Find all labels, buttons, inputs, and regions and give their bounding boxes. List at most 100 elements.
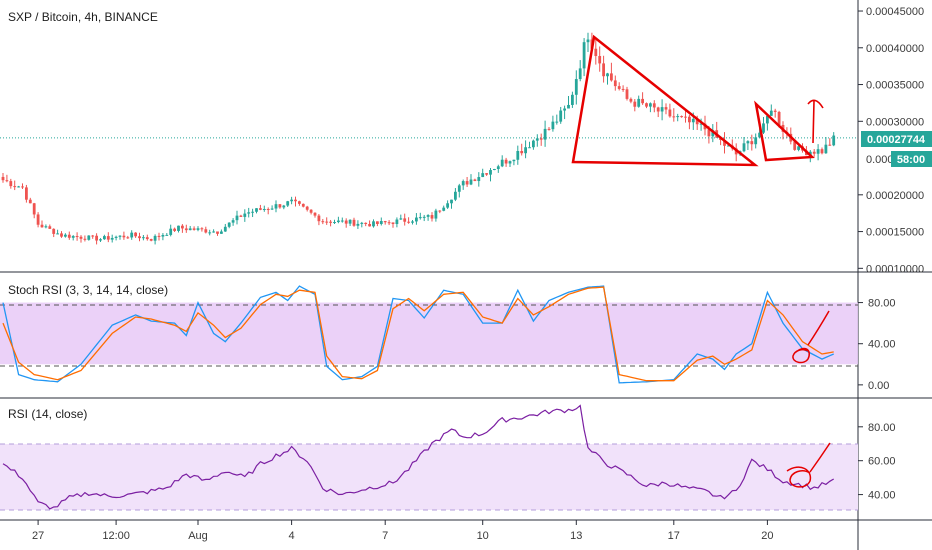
arrow-drawing-stoch[interactable] bbox=[807, 310, 830, 346]
candle-body bbox=[231, 220, 235, 223]
candle-body bbox=[758, 132, 761, 138]
candle-body bbox=[598, 56, 602, 64]
candle-body bbox=[64, 234, 67, 237]
candle-body bbox=[110, 237, 114, 240]
candle-body bbox=[617, 86, 621, 89]
triangle-drawing-2[interactable] bbox=[754, 100, 815, 162]
candle-body bbox=[188, 228, 192, 231]
candle-body bbox=[621, 88, 625, 90]
candle-body bbox=[594, 48, 598, 57]
candle-body bbox=[145, 237, 149, 240]
price-axis-ticks: 0.00045000 0.00040000 0.00035000 0.00030000… bbox=[858, 6, 924, 275]
candle-body bbox=[754, 137, 758, 145]
candle-body bbox=[567, 104, 570, 109]
rsi-band bbox=[0, 444, 858, 510]
time-tick-label: 10 bbox=[477, 530, 489, 542]
candle-body bbox=[153, 235, 157, 241]
time-tick-label: 7 bbox=[382, 530, 388, 542]
time-tick-label: 4 bbox=[289, 530, 295, 542]
candle-body bbox=[387, 222, 391, 224]
candle-body bbox=[95, 235, 98, 241]
circle-drawing-rsi[interactable] bbox=[786, 466, 812, 488]
candle-body bbox=[321, 221, 325, 223]
candle-body bbox=[149, 239, 153, 241]
candle-body bbox=[379, 221, 383, 224]
candle-body bbox=[216, 231, 219, 234]
price-tick-label: 0.00010000 bbox=[866, 263, 924, 275]
candle-body bbox=[555, 121, 559, 123]
candle-body bbox=[629, 98, 633, 102]
candle-body bbox=[21, 186, 24, 188]
candle-body bbox=[220, 231, 223, 234]
candle-body bbox=[613, 80, 617, 87]
candle-body bbox=[477, 177, 481, 182]
circle-drawing-stoch[interactable] bbox=[792, 347, 810, 364]
candle-body bbox=[469, 179, 473, 185]
candle-body bbox=[539, 138, 543, 140]
candle-body bbox=[87, 235, 91, 240]
stoch-axis-ticks: 80.00 40.00 0.00 bbox=[858, 298, 896, 392]
current-price-label: 0.00027744 bbox=[867, 134, 926, 146]
candle-body bbox=[235, 215, 239, 221]
candle-body bbox=[660, 107, 664, 112]
candle-body bbox=[434, 210, 438, 219]
candle-body bbox=[165, 234, 169, 236]
candle-body bbox=[797, 146, 800, 150]
candle-body bbox=[508, 161, 512, 164]
candle-body bbox=[227, 222, 231, 227]
candle-body bbox=[461, 181, 465, 186]
price-tick-label: 0.00045000 bbox=[866, 6, 924, 18]
candle-body bbox=[602, 63, 605, 77]
candle-body bbox=[348, 219, 352, 224]
candle-body bbox=[832, 135, 836, 146]
candle-body bbox=[625, 89, 629, 99]
candle-body bbox=[251, 211, 254, 213]
triangle-drawing-1[interactable] bbox=[571, 34, 759, 167]
candle-body bbox=[177, 225, 180, 231]
candle-body bbox=[418, 217, 422, 219]
rsi-lines-group bbox=[2, 404, 835, 510]
candle-body bbox=[9, 181, 13, 187]
drawings-stoch[interactable] bbox=[792, 310, 830, 364]
drawings-price[interactable] bbox=[571, 34, 824, 167]
candle-body bbox=[532, 140, 535, 148]
candle-body bbox=[711, 130, 715, 137]
candle-body bbox=[641, 98, 644, 104]
candle-body bbox=[637, 98, 641, 107]
candle-body bbox=[71, 236, 75, 238]
candle-body bbox=[750, 141, 754, 145]
time-tick-label: 20 bbox=[761, 530, 773, 542]
rsi-tick-label: 60.00 bbox=[868, 456, 896, 468]
stoch-lines-group bbox=[2, 285, 834, 384]
candle-body bbox=[83, 238, 87, 240]
candle-body bbox=[645, 103, 648, 107]
candle-body bbox=[352, 219, 356, 226]
candle-body bbox=[212, 231, 215, 233]
candle-body bbox=[282, 205, 286, 208]
candle-body bbox=[106, 236, 110, 240]
price-tick-label: 0.00040000 bbox=[866, 43, 924, 55]
candle-body bbox=[36, 214, 40, 225]
candle-body bbox=[25, 187, 28, 200]
candle-body bbox=[504, 159, 508, 164]
candle-body bbox=[376, 221, 379, 224]
candle-body bbox=[656, 107, 660, 112]
candle-body bbox=[325, 221, 329, 223]
candle-body bbox=[742, 143, 746, 152]
candle-body bbox=[75, 236, 79, 238]
arrow-drawing-rsi[interactable] bbox=[809, 442, 831, 473]
drawings-rsi[interactable] bbox=[786, 442, 831, 488]
candle-body bbox=[130, 232, 134, 238]
time-axis-ticks: 27 12:00 Aug 4 7 10 13 17 20 bbox=[32, 520, 774, 542]
countdown-tag bbox=[891, 151, 932, 167]
breakout-arrow-price[interactable] bbox=[807, 99, 824, 144]
candle-body bbox=[512, 159, 516, 162]
candle-body bbox=[465, 181, 469, 185]
candle-body bbox=[1, 176, 5, 181]
candle-body bbox=[169, 228, 173, 235]
time-tick-label: Aug bbox=[188, 530, 208, 542]
candle-body bbox=[633, 101, 637, 107]
candle-body bbox=[489, 170, 492, 175]
candle-body bbox=[114, 236, 118, 238]
